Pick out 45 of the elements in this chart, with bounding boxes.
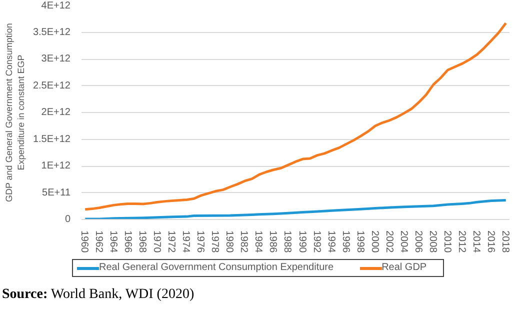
legend-label: Real General Government Consumption Expenditure: [99, 262, 334, 273]
x-tick-label: 2006: [412, 230, 424, 254]
line-series: [84, 22, 508, 211]
x-tick-label: 2000: [368, 230, 380, 254]
x-tick-label: 1974: [180, 230, 192, 254]
x-tick-label: 2004: [398, 230, 409, 254]
x-tick-label: 1994: [325, 230, 336, 254]
y-tick-label: 5E+11: [42, 187, 71, 198]
x-tick-label: 2002: [383, 230, 394, 254]
x-tick-label: 1996: [340, 230, 351, 254]
x-tick-label: 1976: [194, 230, 206, 254]
x-tick-label: 1990: [296, 230, 308, 254]
x-tick-label: 1968: [136, 230, 148, 254]
x-tick-label: 1986: [267, 230, 278, 254]
y-tick-label: 1E+12: [41, 160, 71, 172]
source-note: Source: World Bank, WDI (2020): [2, 286, 194, 304]
x-tick-label: 1966: [122, 230, 134, 254]
x-tick-label: 1998: [354, 230, 366, 254]
x-tick-label: 2012: [456, 230, 467, 254]
x-tick-label: 1984: [252, 230, 264, 254]
y-tick-label: 3.5E+12: [32, 26, 71, 38]
y-tick-label: 0: [64, 214, 71, 225]
x-tick-label: 1992: [310, 230, 322, 254]
y-axis-title: GDP and General Government Consumption Expenditure in constant EGP: [4, 23, 26, 202]
y-tick-label: 1.5E+12: [32, 134, 71, 145]
x-tick-label: 2016: [484, 230, 496, 254]
x-tick-label: 1962: [93, 230, 104, 254]
x-tick-label: 1988: [282, 230, 293, 254]
x-tick-label: 1964: [108, 230, 119, 254]
x-tick-label: 2008: [426, 230, 438, 254]
x-tick-label: 2018: [499, 230, 510, 254]
line-series: [84, 198, 508, 220]
y-tick-label: 2E+12: [41, 107, 71, 118]
y-tick-label: 3E+12: [41, 54, 71, 64]
x-tick-label: 2014: [470, 230, 482, 254]
y-tick-label: 4E+12: [41, 0, 71, 12]
y-tick-label: 2.5E+12: [32, 80, 71, 92]
x-tick-label: 1978: [209, 230, 220, 254]
x-tick-label: 2010: [441, 230, 452, 254]
x-tick-label: 1960: [78, 230, 90, 254]
x-tick-label: 1980: [224, 230, 235, 254]
legend-label: Real GDP: [382, 262, 427, 273]
x-tick-label: 1970: [151, 230, 162, 254]
x-tick-label: 1982: [238, 230, 250, 254]
x-tick-label: 1972: [166, 230, 177, 254]
